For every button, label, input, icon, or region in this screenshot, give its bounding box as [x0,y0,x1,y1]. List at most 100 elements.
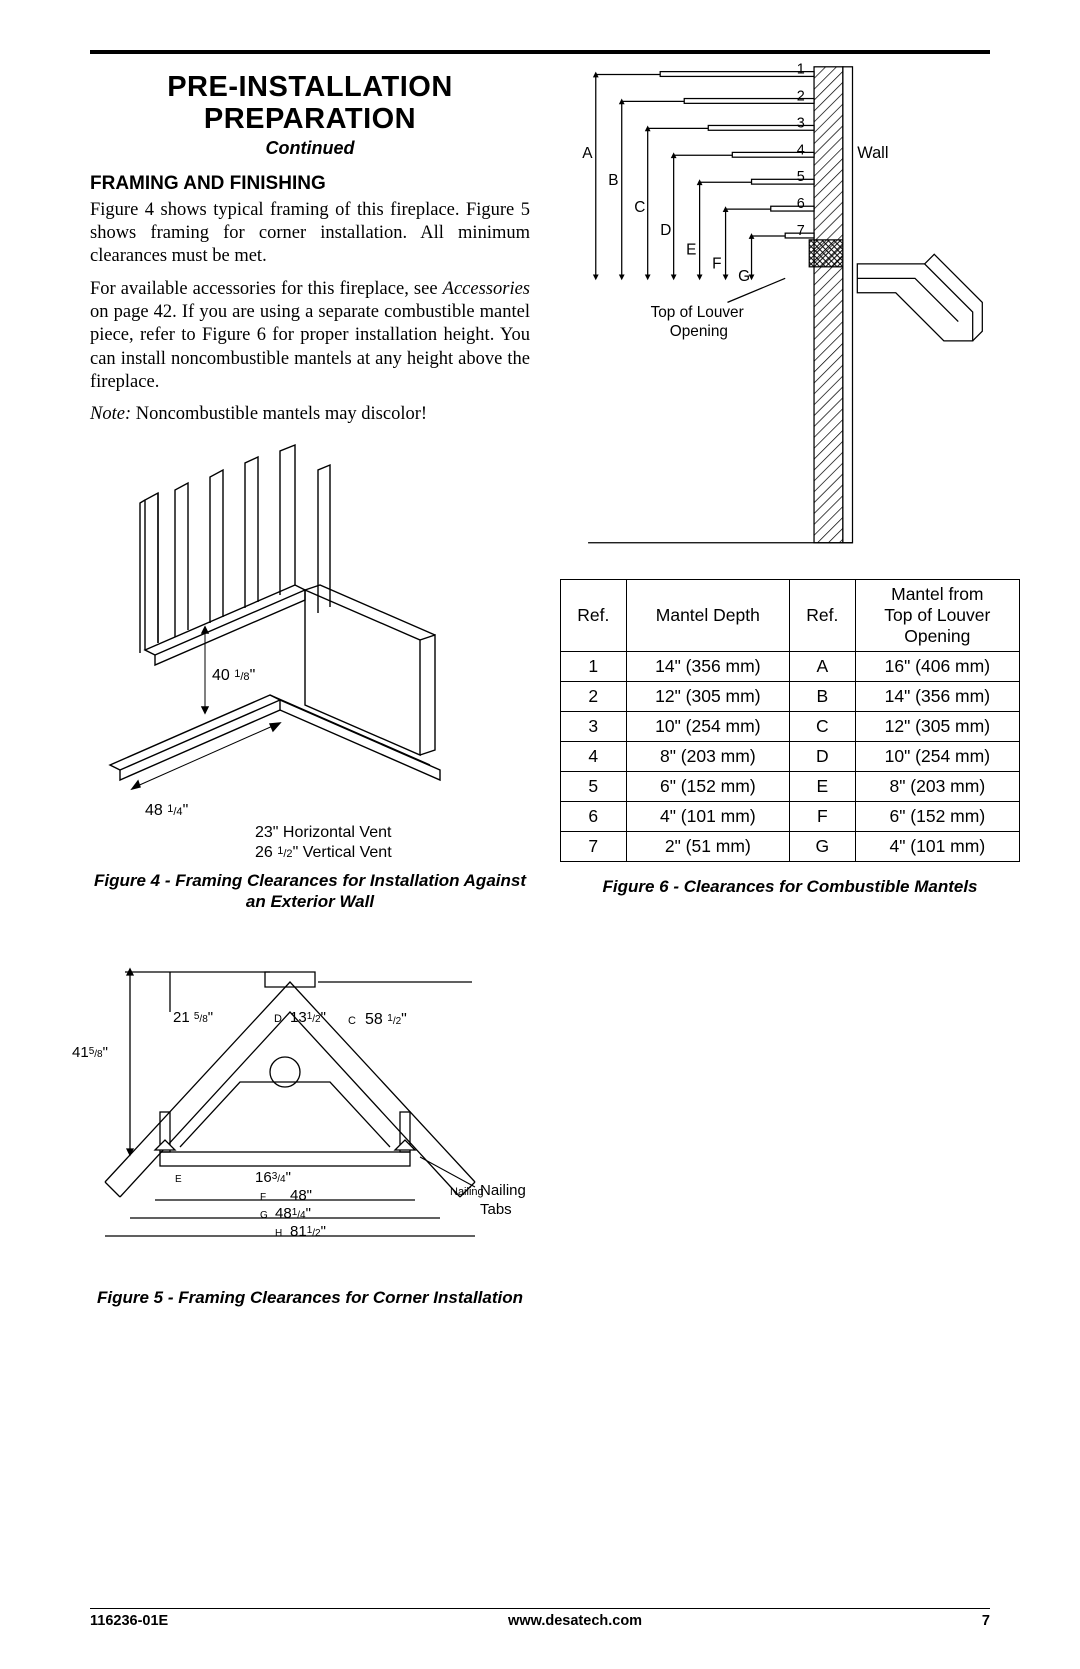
fig5-dim-13: 131/2" [290,1009,326,1026]
table-row: 64" (101 mm)F6" (152 mm) [561,802,1020,832]
table-cell: 4 [561,742,627,772]
figure-5-caption: Figure 5 - Framing Clearances for Corner… [90,1287,530,1308]
fig6-let-g: G [738,268,750,285]
paragraph-1: Figure 4 shows typical framing of this f… [90,199,530,268]
figure-4-diagram: 40 1/8" 48 1/4" 23" Horizontal Vent 26 1… [90,435,480,865]
table-cell: 12" (305 mm) [855,712,1019,742]
table-cell: 6 [561,802,627,832]
th-depth: Mantel Depth [626,580,789,652]
table-cell: A [790,652,856,682]
th-mantel: Mantel from Top of Louver Opening [855,580,1019,652]
table-cell: 8" (203 mm) [855,772,1019,802]
fig5-dim-48: 48" [290,1187,312,1204]
fig5-dim-58: 58 1/2" [365,1011,407,1028]
footer-right: 7 [982,1613,990,1629]
footer-center: www.desatech.com [508,1613,642,1629]
fig5-g-label: G [260,1210,268,1221]
subheading: FRAMING AND FINISHING [90,173,530,195]
table-cell: F [790,802,856,832]
continued-label: Continued [90,138,530,159]
table-cell: 10" (254 mm) [626,712,789,742]
fig6-louver1: Top of Louver [651,304,744,321]
th-m3: Opening [904,626,970,646]
th-m2: Top of Louver [884,605,990,625]
table-cell: 3 [561,712,627,742]
table-cell: B [790,682,856,712]
table-cell: 4" (101 mm) [626,802,789,832]
left-column: PRE-INSTALLATION PREPARATION Continued F… [90,72,530,1309]
th-ref1: Ref. [561,580,627,652]
fig6-num-3: 3 [797,115,805,131]
figure-6-diagram: 1 2 3 4 5 6 7 A B C D E F G Wall Top of … [560,62,1020,562]
th-m1: Mantel from [891,584,983,604]
note-text: Noncombustible mantels may discolor! [131,404,427,424]
table-cell: 16" (406 mm) [855,652,1019,682]
fig4-vent2: 26 1/2" Vertical Vent [255,844,392,861]
section-title: PRE-INSTALLATION PREPARATION [90,72,530,136]
right-column: 1 2 3 4 5 6 7 A B C D E F G Wall Top of … [560,72,1020,1309]
fig5-c-label: C [348,1015,356,1027]
table-cell: 6" (152 mm) [626,772,789,802]
fig6-let-c: C [634,199,645,216]
fig5-tabs: Tabs [480,1201,512,1218]
fig5-dim-h: 811/2" [290,1223,326,1240]
table-cell: 1 [561,652,627,682]
table-cell: 7 [561,832,627,862]
fig5-dim-21: 21 5/8" [173,1009,213,1026]
fig5-nailing: Nailing [480,1182,526,1199]
table-cell: 14" (356 mm) [626,652,789,682]
fig5-dim-41: 415/8" [72,1044,108,1061]
note-label: Note: [90,404,131,424]
table-cell: 2" (51 mm) [626,832,789,862]
figure-5-diagram: 21 5/8" 415/8" D 131/2" C 58 1/2" E 163/… [60,922,530,1282]
fig6-num-2: 2 [797,88,805,104]
table-row: 48" (203 mm)D10" (254 mm) [561,742,1020,772]
fig6-num-7: 7 [797,223,805,239]
para2-c: on page 42. If you are using a separate … [90,302,530,391]
fig6-wall-label: Wall [857,144,888,162]
fig5-dim-16: 163/4" [255,1169,291,1186]
table-cell: 4" (101 mm) [855,832,1019,862]
fig6-let-a: A [582,145,593,162]
table-cell: D [790,742,856,772]
table-cell: 8" (203 mm) [626,742,789,772]
fig6-num-4: 4 [797,142,805,158]
table-cell: 12" (305 mm) [626,682,789,712]
fig6-let-e: E [686,241,696,258]
table-cell: 6" (152 mm) [855,802,1019,832]
page-footer: 116236-01E www.desatech.com 7 [90,1608,990,1629]
title-line2: PREPARATION [204,103,416,135]
fig5-h-label: H [275,1228,282,1239]
fig6-let-d: D [660,222,671,239]
fig5-nailing2: Nailing [450,1186,484,1198]
figure-4-caption: Figure 4 - Framing Clearances for Instal… [90,870,530,913]
fig6-let-b: B [608,172,618,189]
title-line1: PRE-INSTALLATION [167,71,453,103]
para2-a: For available accessories for this firep… [90,279,443,299]
fig4-dim-width: 48 1/4" [145,802,188,819]
fig6-louver2: Opening [670,323,728,340]
fig6-num-1: 1 [797,62,805,78]
fig4-vent1: 23" Horizontal Vent [255,824,392,841]
fig5-d-label: D [274,1013,282,1025]
fig4-dim-height: 40 1/8" [212,667,255,684]
table-row: 72" (51 mm)G4" (101 mm) [561,832,1020,862]
fig6-num-6: 6 [797,196,805,212]
clearance-table: Ref. Mantel Depth Ref. Mantel from Top o… [560,579,1020,862]
table-row: 310" (254 mm)C12" (305 mm) [561,712,1020,742]
table-cell: C [790,712,856,742]
note: Note: Noncombustible mantels may discolo… [90,404,530,425]
table-cell: 10" (254 mm) [855,742,1019,772]
th-ref2: Ref. [790,580,856,652]
fig6-num-5: 5 [797,169,805,185]
fig5-f-label: F [260,1192,266,1203]
table-cell: E [790,772,856,802]
figure-6-caption: Figure 6 - Clearances for Combustible Ma… [560,876,1020,897]
footer-left: 116236-01E [90,1613,168,1629]
fig5-e-label: E [175,1174,182,1185]
table-row: 56" (152 mm)E8" (203 mm) [561,772,1020,802]
table-row: 114" (356 mm)A16" (406 mm) [561,652,1020,682]
top-rule [90,50,990,54]
table-cell: 2 [561,682,627,712]
fig6-let-f: F [712,256,721,273]
